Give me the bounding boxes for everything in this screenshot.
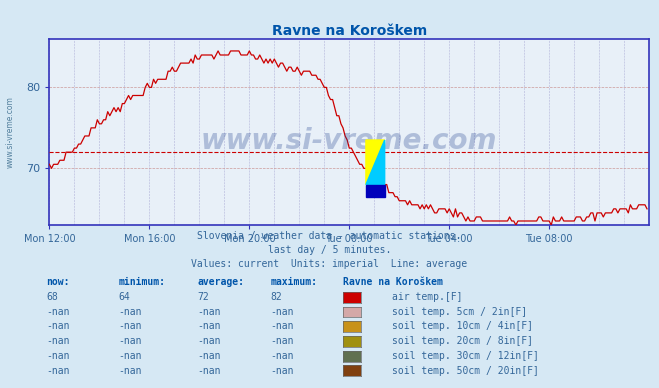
Text: Ravne na Koroškem: Ravne na Koroškem [343, 277, 443, 287]
Text: -nan: -nan [119, 336, 142, 346]
Text: soil temp. 5cm / 2in[F]: soil temp. 5cm / 2in[F] [392, 307, 527, 317]
Text: soil temp. 50cm / 20in[F]: soil temp. 50cm / 20in[F] [392, 365, 539, 376]
Text: -nan: -nan [270, 365, 294, 376]
Text: -nan: -nan [198, 365, 221, 376]
Polygon shape [366, 140, 385, 185]
Text: -nan: -nan [270, 336, 294, 346]
Text: -nan: -nan [46, 321, 70, 331]
Text: soil temp. 20cm / 8in[F]: soil temp. 20cm / 8in[F] [392, 336, 533, 346]
Text: -nan: -nan [46, 336, 70, 346]
Text: Slovenia / weather data - automatic stations.: Slovenia / weather data - automatic stat… [197, 230, 462, 241]
Text: -nan: -nan [119, 321, 142, 331]
Text: -nan: -nan [270, 351, 294, 361]
Text: average:: average: [198, 277, 244, 287]
Text: air temp.[F]: air temp.[F] [392, 292, 463, 302]
Text: -nan: -nan [119, 351, 142, 361]
Text: -nan: -nan [198, 336, 221, 346]
Text: -nan: -nan [46, 307, 70, 317]
Text: -nan: -nan [119, 365, 142, 376]
Text: 68: 68 [46, 292, 58, 302]
Text: -nan: -nan [198, 351, 221, 361]
Text: -nan: -nan [270, 321, 294, 331]
Text: 72: 72 [198, 292, 210, 302]
Text: now:: now: [46, 277, 70, 287]
Text: last day / 5 minutes.: last day / 5 minutes. [268, 245, 391, 255]
Text: -nan: -nan [119, 307, 142, 317]
Text: -nan: -nan [198, 307, 221, 317]
Text: -nan: -nan [198, 321, 221, 331]
Text: www.si-vreme.com: www.si-vreme.com [5, 96, 14, 168]
Text: -nan: -nan [46, 365, 70, 376]
Polygon shape [366, 185, 385, 197]
Text: Values: current  Units: imperial  Line: average: Values: current Units: imperial Line: av… [191, 259, 468, 269]
Polygon shape [366, 140, 385, 185]
Text: minimum:: minimum: [119, 277, 165, 287]
Text: www.si-vreme.com: www.si-vreme.com [201, 127, 498, 155]
Text: maximum:: maximum: [270, 277, 317, 287]
Title: Ravne na Koroškem: Ravne na Koroškem [272, 24, 427, 38]
Text: -nan: -nan [270, 307, 294, 317]
Text: -nan: -nan [46, 351, 70, 361]
Text: soil temp. 10cm / 4in[F]: soil temp. 10cm / 4in[F] [392, 321, 533, 331]
Text: soil temp. 30cm / 12in[F]: soil temp. 30cm / 12in[F] [392, 351, 539, 361]
Text: 82: 82 [270, 292, 282, 302]
Text: 64: 64 [119, 292, 130, 302]
